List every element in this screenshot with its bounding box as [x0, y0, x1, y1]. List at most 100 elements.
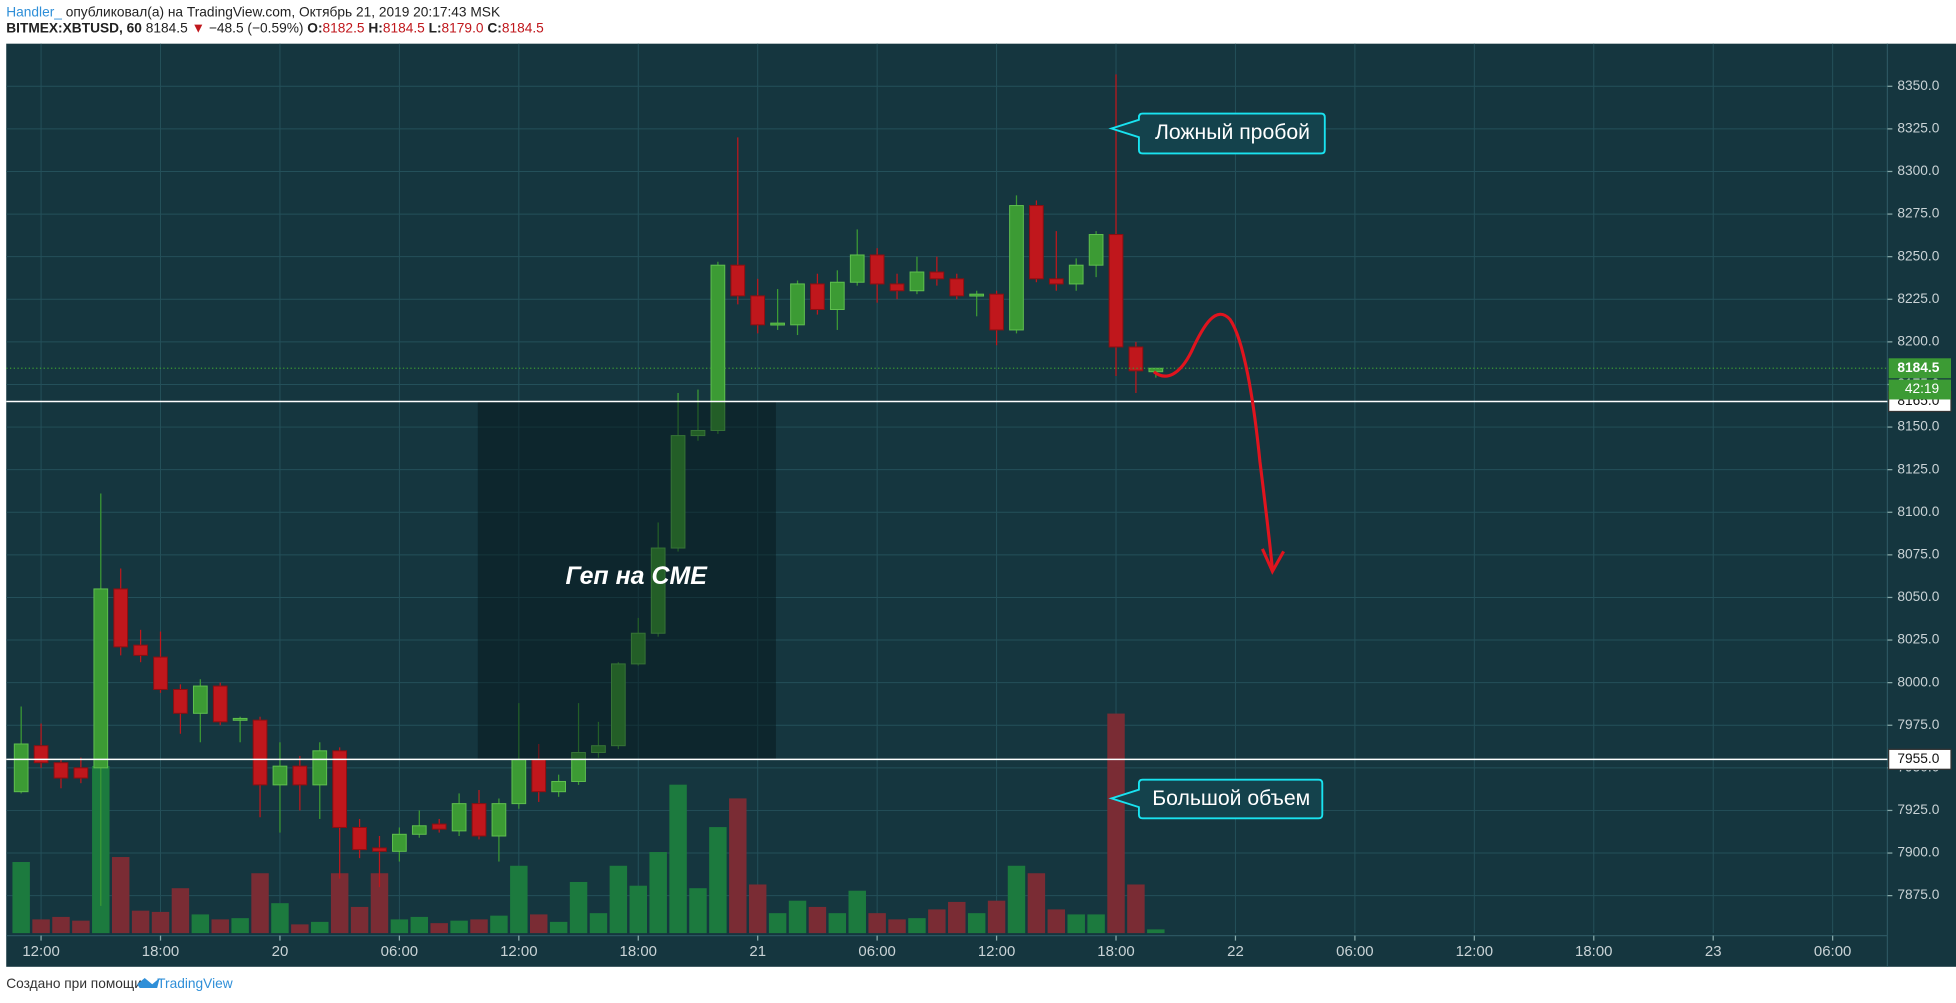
volume-bar: [1107, 713, 1125, 934]
callout-big-volume: [1108, 778, 1324, 820]
volume-bar: [689, 888, 707, 934]
volume-bar: [231, 918, 249, 934]
callout-text: Ложный пробой: [1155, 121, 1310, 144]
level-label-box: [1888, 748, 1952, 770]
x-tick-label: 06:00: [858, 943, 895, 960]
y-tick-label: 8300.0: [1897, 163, 1939, 178]
candle-body: [869, 254, 885, 285]
candle-body: [372, 847, 387, 852]
candle-body: [292, 765, 308, 786]
h-label: H:: [368, 20, 382, 35]
candle-body: [1068, 264, 1084, 285]
x-tick-label: 12:00: [500, 943, 537, 960]
x-tick-label: 06:00: [1814, 943, 1851, 960]
candle-body: [173, 688, 188, 714]
symbol-line: BITMEX:XBTUSD, 60 8184.5 ▼ −48.5 (−0.59%…: [6, 20, 544, 35]
candle-body: [212, 685, 228, 723]
volume-bar: [311, 921, 329, 934]
header-line: Handler_ опубликовал(а) на TradingView.c…: [6, 4, 500, 19]
candle-body: [551, 780, 566, 793]
volume-bar: [609, 865, 628, 934]
callout-false-break: [1108, 112, 1326, 155]
candle-body: [471, 803, 487, 837]
volume-bar: [151, 911, 170, 934]
countdown: 42:19: [1905, 381, 1939, 396]
candle-body: [770, 322, 785, 326]
x-tick-label: 18:00: [1097, 943, 1134, 960]
h: 8184.5: [383, 20, 425, 35]
y-tick-label: 8075.0: [1897, 546, 1939, 561]
candle-body: [411, 825, 427, 835]
volume-bar: [510, 865, 528, 934]
volume-bar: [450, 920, 468, 934]
volume-bar: [111, 857, 130, 934]
y-tick-label: 8275.0: [1897, 206, 1939, 221]
volume-bar: [1147, 929, 1165, 934]
candle-body: [451, 803, 467, 832]
last: 8184.5: [146, 20, 188, 35]
y-tick-label: 7925.0: [1897, 802, 1939, 817]
candle-body: [53, 762, 69, 779]
footer-brand[interactable]: TradingView: [157, 976, 233, 991]
candle-body: [690, 429, 706, 437]
candle-body: [829, 281, 845, 310]
candle-body: [790, 283, 805, 326]
candle-body: [949, 278, 965, 297]
plot-background: [6, 43, 1956, 967]
x-tick-label: 12:00: [22, 943, 59, 960]
y-tick-label: 8000.0: [1897, 674, 1939, 689]
volume-bar: [709, 827, 727, 934]
volume-bar: [629, 885, 647, 934]
volume-bar: [649, 852, 667, 934]
candle-body: [232, 717, 248, 721]
volume-bar: [967, 913, 986, 934]
volume-bar: [589, 913, 608, 934]
volume-bar: [1127, 884, 1145, 934]
candle-body: [13, 743, 29, 793]
volume-bar: [1087, 914, 1105, 934]
volume-bar: [251, 873, 269, 934]
y-tick-label: 8025.0: [1897, 632, 1939, 647]
author[interactable]: Handler_: [6, 4, 62, 19]
volume-bar: [569, 881, 588, 934]
y-tick-label: 8250.0: [1897, 248, 1939, 263]
published: опубликовал(а) на TradingView.com, Октяб…: [66, 4, 500, 19]
volume-bar: [888, 919, 906, 934]
x-tick-label: 06:00: [381, 943, 418, 960]
brand-logo: [137, 978, 160, 989]
volume-bar: [430, 923, 448, 934]
volume-bar: [470, 919, 488, 934]
volume-bar: [171, 888, 190, 934]
candle-body: [73, 767, 89, 779]
c: 8184.5: [502, 20, 544, 35]
x-tick-label: 18:00: [142, 943, 179, 960]
candle-body: [392, 833, 407, 852]
candles: [13, 74, 1164, 906]
y-tick-label: 8225.0: [1897, 291, 1939, 306]
x-tick-label: 22: [1227, 943, 1244, 960]
x-tick-label: 23: [1705, 943, 1722, 960]
y-tick-label: 8200.0: [1897, 333, 1939, 348]
candle-body: [93, 588, 109, 769]
volume-bar: [1047, 909, 1066, 934]
volume-bar: [490, 915, 508, 934]
candle-body: [1128, 346, 1144, 372]
callout-text: Большой объем: [1152, 787, 1310, 810]
candle-body: [312, 750, 328, 786]
candle-body: [1029, 205, 1044, 280]
volume-bar: [370, 873, 389, 934]
candle-body: [889, 283, 905, 292]
volume-bar: [1007, 865, 1026, 934]
volume-bar: [530, 914, 548, 934]
volume-bar: [410, 916, 429, 934]
arrow: ▼: [192, 20, 206, 35]
candle-body: [810, 283, 825, 310]
o: 8182.5: [323, 20, 365, 35]
volume-bar: [1067, 914, 1085, 934]
candle-body: [1088, 234, 1104, 266]
y-tick-label: 8350.0: [1897, 78, 1939, 93]
candle-body: [650, 547, 666, 634]
x-tick-label: 18:00: [1575, 943, 1612, 960]
candle-body: [33, 745, 49, 764]
